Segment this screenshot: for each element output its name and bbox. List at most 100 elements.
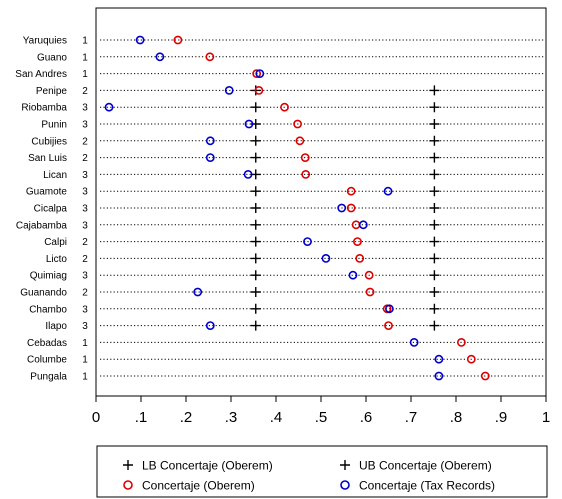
circle-marker-point: [364, 270, 374, 280]
legend-plus-marker: [340, 460, 350, 470]
x-tick-label: .6: [360, 409, 373, 426]
plus-marker-point: [429, 85, 440, 96]
category-group-label: 3: [82, 220, 88, 231]
x-tick-label: 0: [92, 409, 100, 426]
plus-marker-point: [250, 303, 261, 314]
x-tick-label: .3: [225, 409, 238, 426]
circle-marker-point: [383, 186, 393, 196]
circle-marker-point: [224, 86, 234, 95]
plus-marker-point: [250, 203, 261, 213]
category-label: Licto: [46, 254, 68, 265]
category-label: Cubijies: [31, 136, 67, 147]
legend-circle-marker: [123, 480, 133, 490]
circle-marker-point: [280, 102, 289, 112]
circle-marker-point: [205, 136, 215, 146]
plus-marker-point: [429, 119, 440, 129]
plot-area: Yaruquies 1 Guano 1 San Andres 1 Penipe 2 Riobam…: [15, 7, 547, 397]
x-tick-label: .1: [135, 409, 148, 426]
circle-marker-point: [293, 119, 302, 129]
category-label: Cebadas: [27, 338, 67, 349]
plus-marker-point: [250, 219, 261, 230]
category-label: Guano: [37, 52, 67, 63]
category-label: Ilapo: [45, 321, 67, 332]
category-group-label: 1: [82, 52, 88, 63]
category-group-label: 2: [82, 86, 88, 97]
x-tick-label: .8: [450, 409, 463, 426]
circle-marker-point: [135, 35, 145, 45]
category-group-label: 3: [82, 321, 88, 332]
circle-marker-point: [355, 253, 365, 263]
plus-marker-point: [429, 152, 440, 163]
x-tick-label: .4: [270, 409, 283, 426]
category-label: Penipe: [36, 86, 68, 97]
circle-marker-point: [384, 321, 393, 330]
plus-marker-point: [250, 102, 261, 113]
circle-marker-point: [301, 169, 311, 179]
category-label: Lican: [43, 170, 67, 181]
category-label: San Luis: [28, 153, 67, 164]
category-group-label: 3: [82, 170, 88, 181]
circle-marker-point: [173, 35, 183, 45]
plus-marker-point: [429, 135, 440, 146]
legend: LB Concertaje (Oberem) UB Concertaje (Obe…: [96, 445, 548, 498]
legend-circle-marker: [340, 480, 350, 490]
legend-entry-label: LB Concertaje (Oberem): [142, 459, 273, 473]
category-group-label: 3: [82, 187, 88, 198]
category-group-label: 2: [82, 288, 88, 299]
category-group-label: 1: [82, 36, 88, 47]
plus-marker-point: [429, 203, 440, 213]
category-label: Cicalpa: [34, 204, 68, 215]
circle-marker-point: [321, 253, 331, 263]
circle-marker-point: [295, 136, 305, 146]
circle-marker-point: [300, 153, 310, 162]
category-group-label: 1: [82, 355, 88, 366]
category-label: San Andres: [15, 69, 67, 80]
circle-marker-point: [358, 220, 368, 230]
category-group-label: 2: [82, 237, 88, 248]
plus-marker-point: [250, 186, 261, 197]
circle-marker-point: [104, 102, 114, 112]
plus-marker-point: [250, 135, 261, 146]
category-group-label: 2: [82, 153, 88, 164]
circle-marker-point: [193, 287, 203, 297]
plus-marker-point: [250, 270, 261, 281]
plus-marker-point: [429, 169, 440, 180]
category-label: Riobamba: [21, 103, 67, 114]
circle-marker-point: [252, 69, 262, 78]
category-label: Cajabamba: [16, 220, 68, 231]
plus-marker-point: [429, 287, 440, 297]
category-group-label: 1: [82, 338, 88, 349]
category-label: Yaruquies: [23, 36, 67, 47]
circle-marker-point: [384, 304, 394, 314]
plus-marker-point: [429, 236, 440, 247]
circle-marker-point: [434, 354, 444, 364]
category-label: Guanando: [20, 288, 67, 299]
category-group-label: 1: [82, 69, 88, 80]
circle-marker-point: [480, 371, 490, 381]
plus-marker-point: [250, 287, 261, 297]
plus-marker-point: [429, 320, 440, 331]
plus-marker-point: [429, 219, 440, 230]
circle-marker-point: [205, 153, 215, 162]
category-group-label: 3: [82, 271, 88, 282]
circle-marker-point: [254, 86, 264, 95]
circle-marker-point: [243, 169, 253, 179]
plus-marker-point: [429, 270, 440, 281]
legend-entry-label: UB Concertaje (Oberem): [359, 459, 492, 473]
x-tick-label: .7: [405, 409, 418, 426]
plus-marker-point: [429, 253, 440, 264]
circle-marker-point: [244, 119, 254, 129]
legend-plus-marker: [123, 460, 133, 470]
plus-marker-point: [429, 102, 440, 113]
circle-marker-point: [205, 321, 215, 330]
circle-marker-point: [155, 52, 165, 62]
plus-marker-point: [250, 152, 261, 163]
x-tick-label: .5: [315, 409, 328, 426]
category-label: Columbe: [27, 355, 67, 366]
x-tick-label: .2: [180, 409, 193, 426]
circle-marker-point: [353, 237, 362, 246]
category-group-label: 2: [82, 136, 88, 147]
circle-marker-point: [346, 203, 356, 213]
